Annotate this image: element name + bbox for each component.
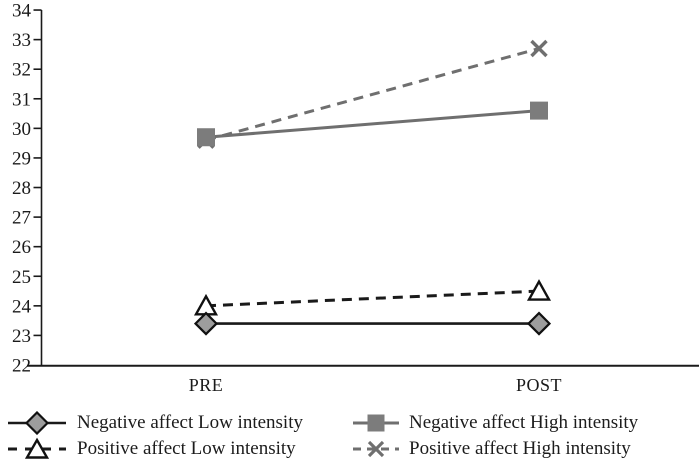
y-tick-label: 34	[12, 1, 32, 22]
axes: 22 23 24 25 26 27 28 29 30 31 32 33 34 PRE POST	[12, 1, 699, 395]
y-tick-label: 29	[12, 148, 31, 169]
series-square	[197, 101, 548, 147]
legend-label-positive-low: Positive affect Low intensity	[77, 438, 296, 459]
y-tick-label: 22	[12, 356, 31, 377]
square-marker	[530, 101, 548, 120]
legend-item-negative-high: Negative affect High intensity	[352, 410, 700, 436]
y-tick-label: 26	[12, 237, 31, 258]
x-category-label: PRE	[189, 375, 224, 395]
triangle-marker-icon	[8, 437, 66, 459]
square-marker-icon	[353, 414, 399, 432]
legend: Negative affect Low intensity Negative a…	[6, 410, 700, 462]
series-line	[205, 47, 540, 142]
square-marker	[197, 128, 215, 147]
legend-label-negative-high: Negative affect High intensity	[409, 412, 639, 433]
legend-item-positive-high: Positive affect High intensity	[352, 436, 700, 462]
y-tick-label: 27	[12, 208, 31, 229]
y-tick-label: 28	[12, 178, 31, 199]
series-x	[197, 39, 548, 149]
diamond-marker	[526, 311, 552, 336]
triangle-marker	[526, 279, 552, 301]
x-marker	[530, 39, 548, 58]
legend-item-negative-low: Negative affect Low intensity	[6, 410, 352, 436]
y-tick-label: 32	[12, 60, 31, 81]
series-diamond	[193, 311, 552, 336]
legend-label-positive-high: Positive affect High intensity	[409, 438, 631, 459]
y-tick-label: 25	[12, 267, 31, 288]
y-tick-label: 31	[12, 89, 31, 110]
legend-label-negative-low: Negative affect Low intensity	[77, 412, 303, 433]
y-tick-label: 24	[12, 296, 32, 317]
line-chart: 22 23 24 25 26 27 28 29 30 31 32 33 34 PRE POST	[12, 1, 699, 395]
x-category-label: POST	[516, 375, 562, 395]
diamond-marker-icon	[8, 411, 66, 435]
y-tick-label: 30	[12, 119, 31, 140]
series-line	[205, 289, 540, 308]
series-triangle	[193, 279, 552, 316]
legend-item-positive-low: Positive affect Low intensity	[6, 436, 352, 462]
series-line	[205, 109, 540, 139]
diamond-marker	[193, 311, 219, 336]
y-tick-label: 23	[12, 326, 31, 347]
x-marker-icon	[353, 440, 399, 458]
y-tick-label: 33	[12, 30, 31, 51]
